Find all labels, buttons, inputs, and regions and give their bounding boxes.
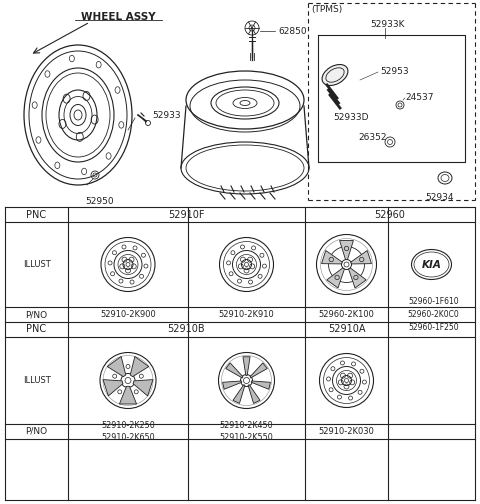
Polygon shape [339, 240, 353, 260]
Text: (TPMS): (TPMS) [311, 5, 342, 14]
Polygon shape [322, 250, 342, 264]
Text: 52910B: 52910B [168, 325, 205, 335]
Polygon shape [250, 363, 267, 378]
Polygon shape [251, 381, 270, 389]
Text: 52960: 52960 [374, 210, 406, 220]
Polygon shape [243, 357, 250, 375]
Text: 52933: 52933 [152, 111, 180, 120]
Text: ILLUST: ILLUST [23, 260, 50, 269]
Polygon shape [223, 381, 242, 389]
Polygon shape [120, 386, 137, 404]
Polygon shape [348, 268, 366, 288]
Text: 52934: 52934 [426, 193, 454, 202]
Text: 62850: 62850 [278, 27, 307, 35]
Text: 52910F: 52910F [168, 210, 205, 220]
Text: 52910-2K900: 52910-2K900 [100, 310, 156, 319]
Text: PNC: PNC [26, 325, 47, 335]
Text: 52960-1F610
52960-2K0C0
52960-1F250: 52960-1F610 52960-2K0C0 52960-1F250 [408, 297, 459, 332]
Text: ILLUST: ILLUST [23, 376, 50, 385]
Text: 52933D: 52933D [333, 113, 369, 122]
Polygon shape [103, 380, 123, 396]
Text: 52910-2K450
52910-2K550: 52910-2K450 52910-2K550 [220, 421, 274, 442]
Text: P/NO: P/NO [25, 427, 48, 436]
Polygon shape [351, 250, 372, 264]
Polygon shape [226, 363, 243, 378]
Text: 52910-2K030: 52910-2K030 [319, 427, 374, 436]
Text: 52950: 52950 [86, 197, 114, 206]
Polygon shape [248, 385, 260, 403]
Polygon shape [327, 268, 345, 288]
Text: 52910-2K910: 52910-2K910 [218, 310, 275, 319]
Text: KIA: KIA [421, 260, 442, 270]
Text: 52953: 52953 [380, 68, 408, 77]
Text: P/NO: P/NO [25, 310, 48, 319]
Polygon shape [130, 356, 149, 376]
Polygon shape [233, 385, 245, 403]
Text: 24537: 24537 [405, 94, 433, 102]
Text: 52910A: 52910A [328, 325, 365, 335]
Text: 26352: 26352 [358, 134, 386, 143]
Polygon shape [107, 356, 126, 376]
Text: 52933K: 52933K [370, 20, 405, 29]
Polygon shape [133, 380, 153, 396]
Ellipse shape [322, 65, 348, 86]
Text: 52960-2K100: 52960-2K100 [319, 310, 374, 319]
Text: PNC: PNC [26, 210, 47, 220]
Text: 52910-2K250
52910-2K650: 52910-2K250 52910-2K650 [101, 421, 155, 442]
Text: WHEEL ASSY: WHEEL ASSY [81, 12, 156, 22]
